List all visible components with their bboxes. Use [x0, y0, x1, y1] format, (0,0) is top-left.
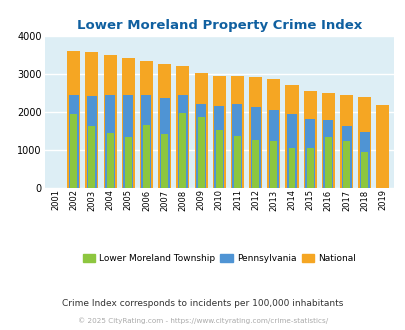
- Bar: [140, 61, 153, 188]
- Bar: [266, 79, 280, 188]
- Bar: [248, 77, 262, 188]
- Bar: [268, 110, 278, 188]
- Bar: [230, 76, 243, 188]
- Legend: Lower Moreland Township, Pennsylvania, National: Lower Moreland Township, Pennsylvania, N…: [79, 250, 358, 267]
- Bar: [87, 95, 97, 188]
- Bar: [359, 132, 369, 188]
- Bar: [125, 137, 132, 188]
- Bar: [158, 64, 171, 188]
- Bar: [88, 126, 95, 188]
- Bar: [342, 141, 349, 188]
- Bar: [67, 51, 80, 188]
- Bar: [232, 104, 242, 188]
- Bar: [360, 152, 367, 188]
- Title: Lower Moreland Property Crime Index: Lower Moreland Property Crime Index: [77, 19, 361, 32]
- Bar: [305, 119, 314, 188]
- Bar: [270, 141, 277, 188]
- Bar: [324, 137, 331, 188]
- Bar: [159, 98, 169, 188]
- Bar: [70, 114, 77, 188]
- Text: © 2025 CityRating.com - https://www.cityrating.com/crime-statistics/: © 2025 CityRating.com - https://www.city…: [78, 317, 327, 324]
- Bar: [161, 134, 168, 188]
- Bar: [103, 54, 116, 188]
- Bar: [141, 95, 151, 188]
- Bar: [303, 91, 316, 188]
- Bar: [252, 140, 258, 188]
- Bar: [321, 93, 334, 188]
- Bar: [288, 148, 295, 188]
- Bar: [176, 66, 189, 188]
- Bar: [339, 95, 352, 188]
- Bar: [214, 106, 224, 188]
- Bar: [286, 114, 296, 188]
- Bar: [143, 125, 149, 188]
- Bar: [194, 73, 207, 188]
- Bar: [197, 117, 204, 188]
- Bar: [375, 105, 388, 188]
- Bar: [107, 133, 113, 188]
- Text: Crime Index corresponds to incidents per 100,000 inhabitants: Crime Index corresponds to incidents per…: [62, 299, 343, 308]
- Bar: [196, 104, 206, 188]
- Bar: [212, 76, 225, 188]
- Bar: [68, 95, 79, 188]
- Bar: [123, 95, 133, 188]
- Bar: [177, 95, 188, 188]
- Bar: [357, 97, 370, 188]
- Bar: [215, 130, 222, 188]
- Bar: [341, 126, 351, 188]
- Bar: [322, 120, 333, 188]
- Bar: [105, 95, 115, 188]
- Bar: [122, 58, 134, 188]
- Bar: [285, 85, 298, 188]
- Bar: [85, 52, 98, 188]
- Bar: [250, 107, 260, 188]
- Bar: [179, 113, 186, 188]
- Bar: [306, 148, 313, 188]
- Bar: [233, 136, 240, 188]
